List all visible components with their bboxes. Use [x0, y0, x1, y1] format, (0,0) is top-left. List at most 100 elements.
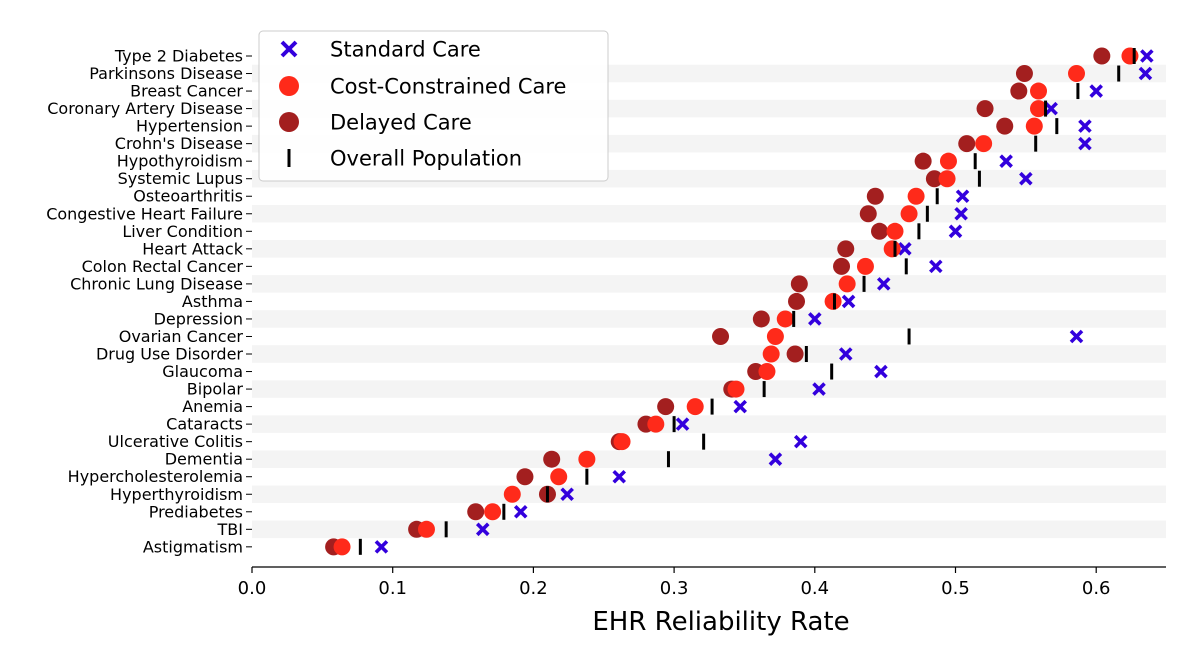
cost-constrained-care-point [613, 433, 631, 451]
delayed-care-point [712, 327, 730, 345]
category-label: Breast Cancer [130, 82, 243, 101]
cost-constrained-care-point [900, 205, 918, 223]
category-label: TBI [217, 520, 243, 539]
standard-care-point [768, 452, 783, 466]
row-band [252, 275, 1166, 293]
row-band [252, 520, 1166, 539]
legend-circle-marker [279, 112, 299, 132]
cost-constrained-care-point [550, 468, 568, 486]
standard-care-point [1078, 119, 1092, 133]
category-label: Dementia [165, 450, 243, 469]
legend-circle-marker [279, 76, 299, 96]
delayed-care-point [788, 292, 806, 310]
standard-care-point [1019, 171, 1033, 186]
x-tick-label: 0.3 [660, 578, 689, 599]
row-band [252, 310, 1166, 328]
category-label: Type 2 Diabetes [114, 47, 243, 66]
category-label: Astigmatism [143, 537, 243, 556]
standard-care-point [812, 382, 826, 396]
legend-item: Delayed Care [279, 111, 472, 135]
delayed-care-point [516, 468, 534, 486]
standard-care-point [841, 294, 856, 309]
cost-constrained-care-point [647, 415, 665, 433]
x-axis-title: EHR Reliability Rate [592, 607, 849, 637]
cost-constrained-care-point [1121, 47, 1139, 65]
category-label: Liver Condition [122, 222, 243, 241]
delayed-care-point [996, 117, 1014, 135]
cost-constrained-care-point [417, 520, 435, 538]
cost-constrained-care-point [578, 450, 596, 468]
category-label: Crohn's Disease [115, 134, 243, 153]
standard-care-point [874, 364, 888, 379]
cost-constrained-care-point [758, 363, 776, 381]
row-band [252, 380, 1166, 398]
x-tick-label: 0.2 [519, 578, 548, 599]
category-label: Chronic Lung Disease [70, 274, 243, 293]
cost-constrained-care-point [1030, 100, 1048, 118]
standard-care-point [1089, 84, 1103, 98]
cost-constrained-care-point [907, 187, 925, 205]
cost-constrained-care-point [938, 170, 956, 188]
cost-constrained-care-point [1068, 65, 1086, 83]
row-band [252, 240, 1166, 258]
cost-constrained-care-point [886, 222, 904, 240]
cost-constrained-care-point [1025, 117, 1043, 135]
row-band [252, 345, 1166, 363]
cost-constrained-care-point [939, 152, 957, 170]
x-axis: 0.0 0.1 0.2 0.3 0.4 0.5 0.6 [238, 566, 1166, 599]
delayed-care-point [657, 398, 675, 416]
cost-constrained-care-point [686, 398, 704, 416]
delayed-care-point [467, 503, 485, 521]
category-label: Colon Rectal Cancer [82, 257, 244, 276]
category-label: Depression [154, 309, 243, 328]
category-label: Asthma [182, 292, 243, 311]
category-label: Bipolar [187, 380, 244, 399]
cost-constrained-care-point [762, 345, 780, 363]
category-label: Hypertension [136, 117, 243, 136]
standard-care-point [838, 347, 853, 361]
standard-care-point [954, 206, 968, 221]
standard-care-point [1044, 101, 1058, 116]
legend-label: Cost-Constrained Care [330, 75, 566, 99]
delayed-care-point [1015, 65, 1033, 83]
x-tick-label: 0.0 [238, 578, 267, 599]
category-label: Ovarian Cancer [119, 327, 244, 346]
standard-care-point [948, 224, 963, 239]
standard-care-point [612, 469, 626, 484]
standard-care-point [733, 399, 748, 414]
standard-care-point [1069, 329, 1084, 344]
category-label: Hypercholesterolemia [68, 467, 243, 486]
delayed-care-point [871, 222, 889, 240]
standard-care-point [929, 259, 943, 274]
legend-item: Overall Population [287, 147, 522, 171]
cost-constrained-care-point [503, 485, 521, 503]
x-tick-label: 0.1 [378, 578, 407, 599]
cost-constrained-care-point [883, 240, 901, 258]
cost-constrained-care-point [975, 135, 993, 153]
cost-constrained-care-point [766, 327, 784, 345]
delayed-care-point [866, 187, 884, 205]
standard-care-point [675, 417, 690, 431]
category-label: Drug Use Disorder [96, 345, 243, 364]
standard-care-point [876, 277, 891, 291]
category-label: Ulcerative Colitis [108, 432, 243, 451]
cost-constrained-care-point [727, 380, 745, 398]
legend-label: Standard Care [330, 38, 481, 62]
x-tick-label: 0.5 [941, 578, 970, 599]
cost-constrained-care-point [838, 275, 856, 293]
x-tick-label: 0.6 [1082, 578, 1111, 599]
legend-item: Cost-Constrained Care [279, 75, 566, 99]
delayed-care-point [958, 135, 976, 153]
category-label: Glaucoma [162, 362, 243, 381]
delayed-care-point [1010, 82, 1028, 100]
delayed-care-point [543, 450, 561, 468]
category-label: Hyperthyroidism [110, 485, 243, 504]
row-band [252, 485, 1166, 504]
category-label: Osteoarthritis [133, 187, 243, 206]
standard-care-point [1140, 49, 1154, 63]
delayed-care-point [1093, 47, 1111, 65]
standard-care-point [793, 434, 808, 449]
category-label: Anemia [182, 397, 243, 416]
